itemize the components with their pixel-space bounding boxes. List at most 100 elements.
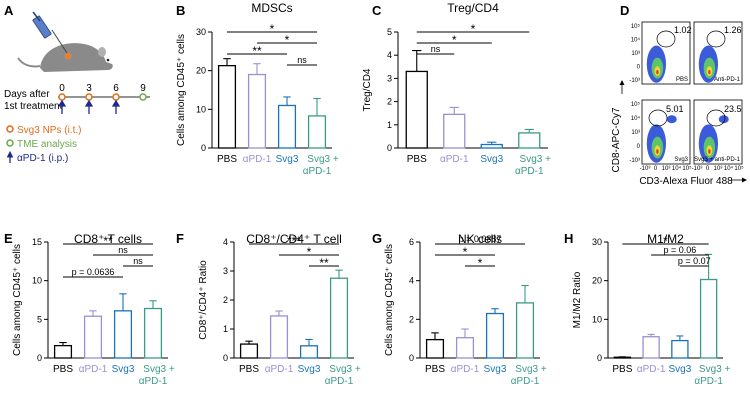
flow-gate-value: 23.5 bbox=[724, 104, 742, 114]
days-label-line1: Days after bbox=[4, 89, 50, 100]
panel-g-chart: G NK cells Cells among CD45⁺ cells 0 2 4 6 PBS α… bbox=[372, 231, 547, 387]
y-tick-label: 0 bbox=[201, 143, 206, 153]
panel-c-chart: C Treg/CD4 Treg/CD4 0 1 2 3 4 5 PBS αPD-1 Svg3 Svg3 … bbox=[362, 1, 551, 177]
x-category-label: PBS bbox=[612, 364, 632, 375]
bar-4 bbox=[143, 307, 163, 359]
bar-3 bbox=[277, 104, 297, 149]
chart-title: CD8⁺ T cells bbox=[74, 232, 142, 246]
flow-gate-value: 1.02 bbox=[674, 25, 692, 35]
flow-x-tick: 10⁴ bbox=[724, 165, 734, 172]
legend-apd1-text: αPD-1 (i.p.) bbox=[17, 153, 68, 164]
day-9-label: 9 bbox=[140, 83, 146, 94]
flow-x-tick: 10³ bbox=[714, 166, 723, 172]
x-category-label: Svg3 bbox=[668, 364, 691, 375]
flow-y-tick: -10³ bbox=[629, 158, 640, 164]
y-tick-label: 15 bbox=[32, 237, 42, 247]
flow-cd8-population bbox=[718, 115, 729, 124]
x-category-label: Svg3 + αPD-1 bbox=[139, 364, 175, 387]
x-category-label: Svg3 bbox=[480, 154, 503, 165]
flow-gate bbox=[656, 30, 676, 48]
panel-a: A Days after 1st treatment 0 3 6 9 Svg3 bbox=[4, 3, 150, 164]
significance-label: ** bbox=[103, 234, 113, 248]
x-category-label: PBS bbox=[217, 154, 237, 165]
y-tick-label: 4 bbox=[387, 50, 392, 60]
significance-label: * bbox=[471, 22, 476, 36]
significance-label: p = 0.06 bbox=[663, 245, 696, 255]
y-tick-label: 0 bbox=[387, 143, 392, 153]
flow-plots-grid: 1.02PBS10⁵10⁴10³0-10³1.26Anti-PD-15.01Sv… bbox=[629, 21, 744, 172]
bar-2 bbox=[247, 73, 267, 149]
significance-label: * bbox=[452, 33, 457, 47]
panel-b-chart: B MDSCs Cells among CD45⁺ cells 0 10 20 30 PBS α… bbox=[176, 1, 339, 177]
y-axis-label: M1/M2 Ratio bbox=[572, 271, 583, 328]
timeline-dot-day0 bbox=[58, 93, 66, 101]
legend-orange-circle bbox=[6, 125, 14, 133]
chart-title: CD8⁺/CD4⁺ T cell bbox=[246, 232, 342, 246]
bar-2 bbox=[443, 113, 466, 149]
y-tick-label: 20 bbox=[196, 66, 206, 76]
y-axis-label: Cells among CD45⁺ cells bbox=[384, 244, 395, 356]
bar-4 bbox=[307, 115, 327, 149]
chart-title: MDSCs bbox=[251, 1, 292, 15]
bar-1 bbox=[53, 344, 73, 359]
flow-ylabel: CD8-APC-Cy7 bbox=[611, 107, 622, 172]
significance-label: p = 0.0887 bbox=[459, 234, 502, 244]
flow-xlabel-arrow-icon bbox=[731, 177, 747, 183]
flow-x-tick: 0 bbox=[654, 166, 658, 172]
flow-gate bbox=[648, 109, 668, 127]
bar-1 bbox=[425, 338, 445, 359]
x-category-label: PBS bbox=[425, 364, 445, 375]
panel-h-label: H bbox=[564, 231, 573, 246]
flow-x-tick: 0 bbox=[706, 166, 710, 172]
panel-f-chart: F CD8⁺/CD4⁺ T cell CD8⁺/CD4⁺ Ratio 0 1 2 3 4 PBS… bbox=[176, 231, 361, 387]
flow-density-peak bbox=[708, 149, 711, 154]
flow-xlabel: CD3-Alexa Fluor 488 bbox=[639, 176, 733, 187]
panel-f-label: F bbox=[176, 231, 184, 246]
flow-gate-value: 5.01 bbox=[666, 104, 684, 114]
y-tick-label: 10 bbox=[196, 104, 206, 114]
flow-sample-name: Svg3 bbox=[674, 157, 688, 163]
panel-d-label: D bbox=[620, 3, 629, 18]
days-label-line2: 1st treatment bbox=[4, 101, 63, 112]
bar-1 bbox=[217, 64, 237, 149]
panel-b-label: B bbox=[176, 3, 185, 18]
chart-title: NK cells bbox=[458, 232, 502, 246]
x-category-label: Svg3 + αPD-1 bbox=[303, 154, 339, 177]
significance-label: p = 0.07 bbox=[678, 256, 711, 266]
timeline-dot-day3 bbox=[85, 93, 93, 101]
flow-x-tick: 10³ bbox=[662, 166, 671, 172]
legend-svg3-text: Svg3 NPs (i.t.) bbox=[17, 125, 81, 136]
flow-gate-value: 1.26 bbox=[724, 25, 742, 35]
y-tick-label: 2 bbox=[223, 295, 228, 305]
flow-y-tick: 10⁵ bbox=[631, 101, 641, 108]
panel-h-chart: H M1/M2 M1/M2 Ratio 0 10 20 30 PBS αPD-1 Svg3 Svg3… bbox=[564, 231, 730, 387]
flow-y-tick: -10³ bbox=[629, 78, 640, 84]
day-3-label: 3 bbox=[86, 83, 92, 94]
y-tick-label: 3 bbox=[223, 266, 228, 276]
significance-label: * bbox=[270, 22, 275, 36]
x-category-label: Svg3 bbox=[298, 364, 321, 375]
flow-y-tick: 10⁴ bbox=[631, 37, 641, 44]
significance-label: p = 0.0636 bbox=[72, 267, 115, 277]
flow-density-peak bbox=[656, 149, 659, 154]
significance-label: * bbox=[463, 245, 468, 259]
bar-3 bbox=[485, 312, 505, 359]
y-tick-label: 2 bbox=[409, 314, 414, 324]
panel-e-label: E bbox=[4, 231, 13, 246]
y-tick-label: 0 bbox=[597, 353, 602, 363]
timeline-dot-day9 bbox=[139, 93, 147, 101]
apd1-injection-arrows bbox=[57, 99, 121, 114]
panel-a-label: A bbox=[4, 3, 14, 18]
y-tick-label: 10 bbox=[32, 276, 42, 286]
x-category-label: αPD-1 bbox=[243, 154, 272, 165]
significance-label: ** bbox=[252, 44, 262, 58]
bar-1 bbox=[239, 343, 259, 359]
x-category-label: αPD-1 bbox=[637, 364, 666, 375]
legend-green-circle bbox=[6, 139, 14, 147]
bar-2 bbox=[83, 315, 103, 359]
chart-title: M1/M2 bbox=[647, 232, 684, 246]
flow-sample-name: Svg3 + anti-PD-1 bbox=[694, 157, 741, 163]
significance-label: ns bbox=[133, 256, 143, 266]
bar-2 bbox=[642, 336, 660, 359]
y-axis-label: CD8⁺/CD4⁺ Ratio bbox=[198, 260, 209, 340]
